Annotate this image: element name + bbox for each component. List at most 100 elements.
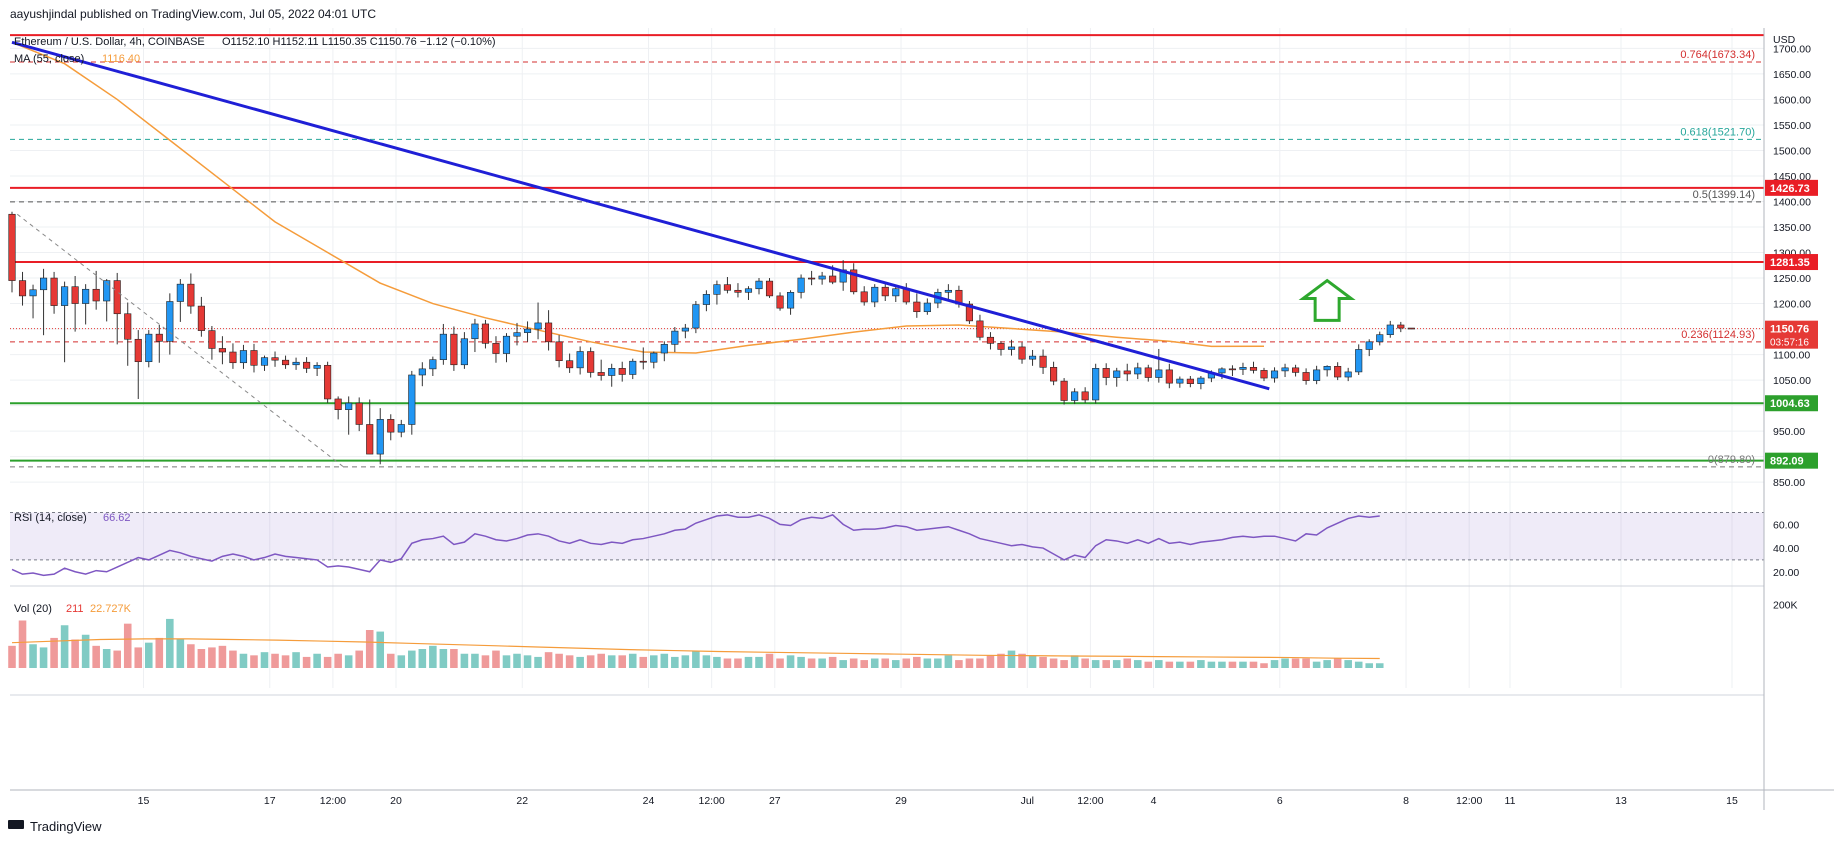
fib-label: 0(879.80) (1708, 454, 1755, 466)
candle (113, 272, 121, 345)
candle-body (239, 350, 248, 364)
candle (1239, 362, 1247, 375)
candle (1144, 364, 1152, 382)
candle (1386, 320, 1394, 338)
candle (808, 270, 816, 286)
candle (387, 414, 395, 441)
ohlc-values: O1152.10 H1152.11 L1150.35 C1150.76 −1.1… (222, 36, 496, 48)
up-arrow-icon (1298, 278, 1356, 322)
volume-bar (1049, 658, 1058, 668)
candle (145, 330, 153, 368)
volume-legend-label: Vol (20) (14, 603, 52, 615)
price-axis[interactable]: 850.00900.00950.001000.001050.001100.001… (1765, 43, 1818, 612)
candle-body (1281, 367, 1289, 372)
volume-bar (955, 660, 963, 668)
candle-body (755, 280, 763, 290)
candle-body (692, 304, 700, 329)
time-tick-label: 12:00 (320, 795, 346, 807)
candle (1050, 361, 1058, 386)
time-axis[interactable]: 15 17 12:00 20 22 24 12:00 27 29 Jul 12:00 4 6 8 12:00… (138, 795, 1738, 807)
candle (797, 274, 805, 299)
candle (1270, 367, 1279, 383)
candle (860, 286, 868, 306)
candle-body (734, 289, 742, 293)
candle (513, 322, 521, 346)
candle-body (545, 322, 553, 343)
candle (260, 355, 269, 371)
volume-bar (334, 653, 342, 668)
candle-body (513, 332, 521, 337)
candle-body (492, 343, 500, 354)
volume-bar (1091, 660, 1100, 668)
downtrend-line (11, 40, 1270, 391)
volume-bar (8, 645, 16, 668)
volume-bar (481, 655, 490, 668)
candle (1302, 368, 1310, 385)
candle-body (1165, 369, 1173, 384)
volume-bar (50, 637, 58, 668)
candle (545, 310, 553, 351)
candle-body (660, 344, 668, 354)
price-tick-label: 1250.00 (1773, 273, 1811, 285)
candle (313, 362, 321, 377)
volume-bar (923, 658, 932, 668)
volume-bar (144, 642, 153, 668)
volume-bar (1081, 658, 1089, 668)
candle (29, 284, 37, 319)
level-badge-label: 1281.35 (1770, 257, 1810, 269)
candle-body (345, 402, 353, 410)
rsi-tick-label: 20.00 (1773, 567, 1799, 579)
currency-label: USD (1773, 34, 1796, 46)
candle (976, 314, 984, 341)
tradingview-logo[interactable]: TradingView (8, 819, 102, 834)
candle-body (366, 424, 374, 455)
volume-bar (870, 658, 879, 668)
candle (8, 211, 16, 293)
candle (692, 300, 700, 334)
candle-body (629, 360, 637, 375)
candle-body (397, 424, 405, 433)
volume-bar (134, 647, 143, 668)
candle (1155, 348, 1163, 383)
candle (239, 344, 248, 369)
candle-body (502, 335, 511, 354)
volume-bar (734, 658, 742, 668)
volume-bar (1228, 661, 1237, 668)
time-tick-label: 13 (1615, 795, 1627, 807)
candle-body (1365, 341, 1373, 350)
candle (103, 279, 111, 322)
volume-bar (586, 655, 595, 668)
candle (1292, 364, 1300, 377)
candle-body (271, 357, 279, 361)
volume-bar (902, 658, 911, 668)
candle-body (124, 313, 132, 340)
candle (1028, 349, 1037, 366)
time-tick-label: 6 (1277, 795, 1283, 807)
candle-body (976, 320, 984, 338)
volume-bar (113, 650, 121, 668)
price-tick-label: 1100.00 (1773, 350, 1810, 362)
candle-body (1313, 369, 1321, 381)
candle-body (408, 374, 416, 425)
candle (1134, 362, 1142, 380)
candle-body (1228, 368, 1237, 371)
volume-bar (365, 630, 374, 668)
candle-body (1260, 370, 1268, 379)
rsi-legend-label: RSI (14, close) (14, 512, 87, 524)
volume-bar (776, 658, 784, 668)
candle (713, 280, 721, 305)
candle-body (1018, 346, 1026, 360)
candle-body (1007, 346, 1016, 350)
price-tick-label: 1400.00 (1773, 196, 1811, 208)
candle-body (776, 295, 784, 309)
candle-body (1113, 370, 1121, 378)
time-tick-label: 22 (516, 795, 528, 807)
candle (18, 271, 27, 306)
candle-body (618, 368, 626, 375)
volume-bar (1197, 660, 1205, 668)
candle (608, 363, 616, 387)
candle (734, 283, 742, 298)
volume-bar (1176, 661, 1184, 668)
candle (1260, 367, 1268, 382)
time-tick-label: 15 (138, 795, 150, 807)
